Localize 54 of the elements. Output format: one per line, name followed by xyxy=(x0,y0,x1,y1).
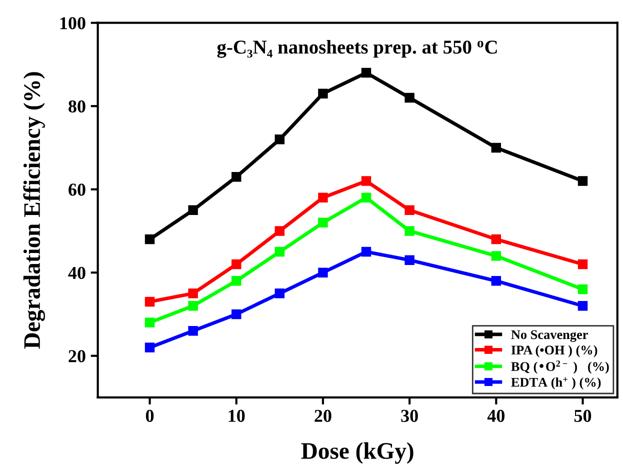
point xyxy=(144,318,155,328)
point xyxy=(578,259,588,270)
point xyxy=(318,218,328,228)
point xyxy=(188,205,198,216)
point xyxy=(491,251,502,261)
point xyxy=(188,326,198,336)
point xyxy=(361,68,372,78)
text: g-C₃N₄ nanosheets prep. at 550 $^{o}$C xyxy=(217,40,497,58)
point xyxy=(232,309,242,320)
y-axis-title: Degradation Efficiency (%) xyxy=(23,72,46,349)
point xyxy=(274,288,285,298)
point xyxy=(274,134,285,144)
point xyxy=(144,296,155,307)
point xyxy=(232,259,242,270)
y-tick-label: 40 xyxy=(68,266,86,280)
x-tick-label: 0 xyxy=(146,410,154,422)
x-tick-label: 20 xyxy=(314,410,332,422)
legend-label: IPA (•OH ) (%) xyxy=(511,345,598,358)
y-tick-label: 60 xyxy=(68,184,86,196)
y-tick-label: 100 xyxy=(60,17,86,30)
point xyxy=(232,276,242,286)
y-tick-label: 20 xyxy=(68,350,86,362)
x-tick-label: 50 xyxy=(574,410,592,422)
point xyxy=(232,172,242,182)
point xyxy=(188,301,198,311)
point xyxy=(361,246,372,257)
point xyxy=(144,342,155,352)
x-tick-label: 40 xyxy=(487,410,504,422)
point xyxy=(361,192,372,203)
legend-label: EDTA (h$^{+}$ ) (%) xyxy=(511,377,601,390)
point xyxy=(404,205,414,216)
point xyxy=(491,276,502,286)
point xyxy=(274,246,285,257)
point xyxy=(491,142,502,153)
legend-label: BQ (•O$^{2−}$ ) (%) xyxy=(511,360,609,374)
point xyxy=(318,268,328,278)
point xyxy=(578,301,588,311)
point xyxy=(144,234,155,244)
point xyxy=(274,226,285,236)
x-tick-label: 30 xyxy=(401,410,418,422)
x-tick-label: 10 xyxy=(228,410,245,422)
point xyxy=(318,88,328,98)
point xyxy=(578,284,588,294)
point xyxy=(404,92,414,103)
point xyxy=(404,226,414,236)
point xyxy=(318,192,328,203)
point xyxy=(188,288,198,298)
point xyxy=(578,176,588,186)
point xyxy=(491,234,502,244)
y-tick-label: 80 xyxy=(68,100,86,113)
point xyxy=(361,176,372,186)
point xyxy=(404,255,414,265)
x-axis-title: Dose (kGy) xyxy=(301,442,414,464)
legend-label: No Scavenger xyxy=(511,330,588,342)
